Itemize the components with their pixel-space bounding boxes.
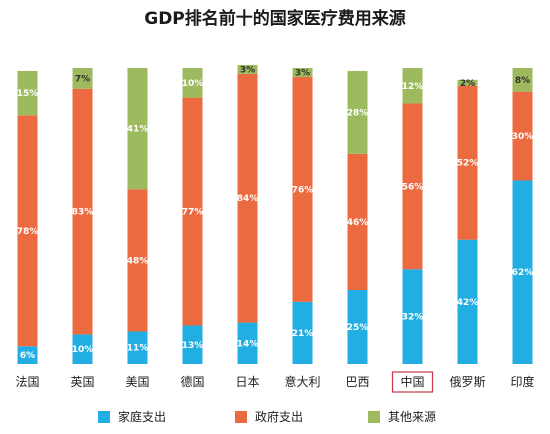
legend-swatch-household [98,411,110,423]
category-label: 印度 [510,374,534,389]
bar-segment-other [457,79,478,86]
category-label: 俄罗斯 [449,375,485,389]
bar-segment-other [237,65,258,74]
bar-value-label: 3% [240,65,255,75]
bar-value-label: 2% [460,79,475,89]
legend-label-government: 政府支出 [255,409,303,424]
bar-segment-household [402,269,423,364]
bar-value-label: 56% [402,182,424,192]
bar-value-label: 84% [237,194,259,204]
bar-value-label: 42% [457,298,479,308]
chart-title: GDP排名前十的国家医疗费用来源 [144,8,406,29]
bar-value-label: 78% [17,227,39,237]
category-label: 英国 [70,375,94,389]
bar-segment-government [17,115,38,347]
bar-value-label: 76% [292,185,314,195]
bar-segment-other [402,68,423,104]
legend-label-other: 其他来源 [388,410,436,424]
category-label: 意大利 [284,374,320,389]
bar-value-label: 83% [72,208,94,218]
bar-value-label: 11% [127,344,149,354]
bars-group: 6% 78% 15% 法国 10% 83% 7% 英国 11% 48% 41% 美国 13% 77% 10%… [15,65,535,393]
bar-segment-government [347,153,368,290]
bar-segment-government [457,85,478,240]
category-label: 巴西 [345,375,369,389]
bar-value-label: 52% [457,159,479,169]
bar-value-label: 77% [182,208,204,218]
category-label: 日本 [235,375,259,389]
legend-swatch-government [235,411,247,423]
bar-segment-government [237,73,258,323]
bar-value-label: 30% [512,132,534,142]
bar-value-label: 41% [127,125,149,135]
bar-value-label: 48% [127,256,149,266]
bar-segment-government [402,103,423,270]
bar-segment-household [127,331,148,364]
bar-value-label: 13% [182,341,204,351]
bar-segment-government [512,91,533,181]
bar-segment-household [512,180,533,364]
bar-value-label: 62% [512,268,534,278]
legend-label-household: 家庭支出 [118,409,166,424]
bar-value-label: 25% [347,323,369,333]
bar-value-label: 32% [402,313,424,323]
highlight-box [391,371,434,393]
bar-value-label: 3% [295,68,310,78]
bar-value-label: 6% [20,351,35,361]
bar-value-label: 12% [402,82,424,92]
bar-segment-household [457,239,478,364]
bar-segment-other [347,70,368,154]
bar-value-label: 8% [515,76,530,86]
bar-segment-household [292,301,313,364]
bar-segment-household [237,322,258,364]
bar-value-label: 7% [75,74,90,84]
bar-segment-other [292,68,313,77]
bar-value-label: 15% [17,89,39,99]
bar-segment-government [182,97,203,326]
legend-swatch-other [368,411,380,423]
bar-value-label: 46% [347,218,369,228]
bar-segment-other [512,68,533,92]
bar-segment-other [127,68,148,190]
category-label: 德国 [180,374,204,389]
bar-value-label: 14% [237,339,259,349]
bar-segment-other [72,68,93,89]
bar-segment-other [17,70,38,116]
category-label: 法国 [15,375,39,389]
bar-segment-household [347,290,368,364]
legend: 家庭支出 政府支出 其他来源 [98,409,436,424]
bar-value-label: 28% [347,108,369,118]
bar-segment-household [182,325,203,364]
bar-value-label: 10% [182,79,204,89]
bar-value-label: 21% [292,329,314,339]
bar-value-label: 10% [72,345,94,355]
bar-segment-other [182,68,203,98]
category-label: 中国 [400,374,424,389]
bar-segment-household [17,346,38,364]
bar-segment-government [292,76,313,302]
category-label: 美国 [125,375,149,389]
bar-segment-household [72,334,93,364]
bar-segment-government [127,189,148,332]
bar-segment-government [72,88,93,335]
